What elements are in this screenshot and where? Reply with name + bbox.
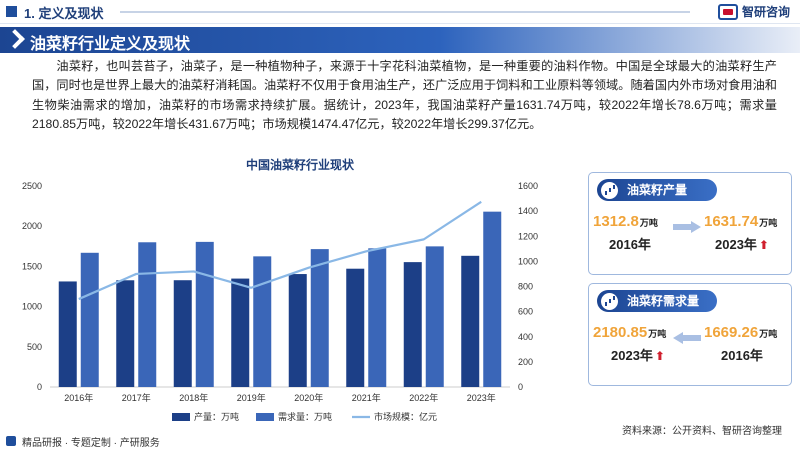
y-left-tick-label: 2500 (22, 181, 42, 191)
bar-output (461, 255, 480, 387)
arrow-left-icon (673, 332, 701, 344)
demand-2023-year-text: 2023年 (611, 348, 653, 363)
intro-paragraph: 油菜籽，也叫芸苔子，油菜子，是一种植物种子，来源于十字花科油菜植物，是一种重要的… (32, 59, 777, 132)
y-right-tick-label: 0 (518, 382, 523, 392)
y-right-tick-label: 1600 (518, 181, 538, 191)
demand-2023-number: 2180.85 (593, 324, 648, 341)
footer-slogan: 精品研报 · 专题定制 · 产研服务 (22, 438, 160, 449)
bar-demand (138, 242, 157, 387)
bar-output (173, 280, 192, 387)
arrow-right-icon (673, 221, 701, 233)
demand-2023-year: 2023年 ⬆ (611, 345, 665, 364)
x-tick-label: 2020年 (294, 392, 323, 403)
output-card-title-text: 油菜籽产量 (627, 183, 688, 197)
x-tick-label: 2023年 (467, 392, 496, 403)
legend-label: 市场规模：亿元 (374, 411, 437, 422)
bar-output (231, 278, 250, 387)
chart-title: 中国油菜籽行业现状 (245, 158, 354, 172)
up-arrow-icon: ⬆ (758, 238, 769, 252)
bar-output (288, 274, 307, 387)
y-left-tick-label: 2000 (22, 221, 42, 231)
y-left-tick-label: 1000 (22, 302, 42, 312)
bar-output (346, 268, 365, 387)
bar-output (116, 280, 135, 387)
y-right-tick-label: 800 (518, 282, 533, 292)
header-divider (120, 11, 690, 13)
bar-chart-icon (601, 182, 618, 199)
brand-name: 智研咨询 (741, 5, 790, 19)
x-tick-label: 2021年 (352, 392, 381, 403)
bar-demand (310, 249, 329, 387)
x-tick-label: 2018年 (179, 392, 208, 403)
demand-card: 油菜籽需求量 2180.85万吨 2023年 ⬆ 1669.26万吨 2016年 (588, 283, 792, 386)
bar-chart-icon (601, 293, 618, 310)
bar-demand (425, 246, 444, 387)
brand-logo-icon (717, 3, 738, 20)
demand-2016-unit: 万吨 (759, 329, 778, 339)
chevron-right-icon (5, 29, 25, 49)
x-tick-label: 2019年 (237, 392, 266, 403)
bar-output (403, 262, 422, 387)
section-marker-icon (6, 6, 17, 17)
bar-output (58, 281, 77, 387)
source-note: 资料来源：公开资料、智研咨询整理 (622, 426, 782, 437)
x-tick-label: 2016年 (64, 392, 93, 403)
output-2023-year-text: 2023年 (715, 237, 757, 252)
bar-demand (195, 241, 214, 387)
combo-chart: 0 500 1000 1500 2000 2500 0 200 400 600 800 1000 120… (22, 181, 538, 422)
section-title: 1. 定义及现状 (24, 6, 104, 21)
bar-demand (253, 256, 272, 387)
footer-icon (6, 436, 16, 446)
demand-2023-unit: 万吨 (648, 329, 667, 339)
bar-demand (80, 252, 99, 387)
output-2016-unit: 万吨 (639, 218, 658, 228)
legend-swatch (256, 413, 274, 421)
y-right-tick-label: 1000 (518, 256, 538, 266)
output-2016-value: 1312.8万吨 (593, 213, 658, 231)
legend-label: 需求量：万吨 (278, 411, 332, 422)
demand-2023-value: 2180.85万吨 (593, 324, 666, 342)
y-right-tick-label: 600 (518, 307, 533, 317)
demand-card-title: 油菜籽需求量 (597, 290, 717, 312)
output-2023-unit: 万吨 (759, 218, 778, 228)
top-bar: 1. 定义及现状 智研咨询 (0, 0, 800, 24)
output-2023-number: 1631.74 (704, 213, 759, 230)
legend-label: 产量：万吨 (194, 411, 239, 422)
demand-card-title-text: 油菜籽需求量 (627, 294, 700, 308)
footer: 精品研报 · 专题定制 · 产研服务 (0, 433, 800, 449)
demand-2016-value: 1669.26万吨 (704, 324, 777, 342)
page-title: 油菜籽行业定义及现状 (30, 36, 191, 53)
legend-swatch (172, 413, 190, 421)
y-right-tick-label: 200 (518, 357, 533, 367)
title-banner: 油菜籽行业定义及现状 (0, 27, 800, 53)
up-arrow-icon: ⬆ (654, 349, 665, 363)
market-size-line (78, 200, 482, 301)
y-left-tick-label: 0 (37, 382, 42, 392)
bar-demand (483, 211, 502, 387)
brand: 智研咨询 (717, 3, 790, 20)
y-left-tick-label: 1500 (22, 261, 42, 271)
x-tick-label: 2022年 (409, 392, 438, 403)
output-card: 油菜籽产量 1312.8万吨 2016年 1631.74万吨 2023年 ⬆ (588, 172, 792, 275)
demand-2016-year: 2016年 (721, 348, 763, 363)
y-right-tick-label: 400 (518, 332, 533, 342)
y-left-tick-label: 500 (27, 342, 42, 352)
y-right-tick-label: 1200 (518, 231, 538, 241)
output-card-title: 油菜籽产量 (597, 179, 717, 201)
bar-demand (368, 248, 387, 387)
demand-2016-number: 1669.26 (704, 324, 759, 341)
output-2016-number: 1312.8 (593, 213, 639, 230)
x-tick-label: 2017年 (122, 392, 151, 403)
output-2023-value: 1631.74万吨 (704, 213, 777, 231)
output-2023-year: 2023年 ⬆ (715, 234, 769, 253)
output-2016-year: 2016年 (609, 237, 651, 252)
y-right-tick-label: 1400 (518, 206, 538, 216)
